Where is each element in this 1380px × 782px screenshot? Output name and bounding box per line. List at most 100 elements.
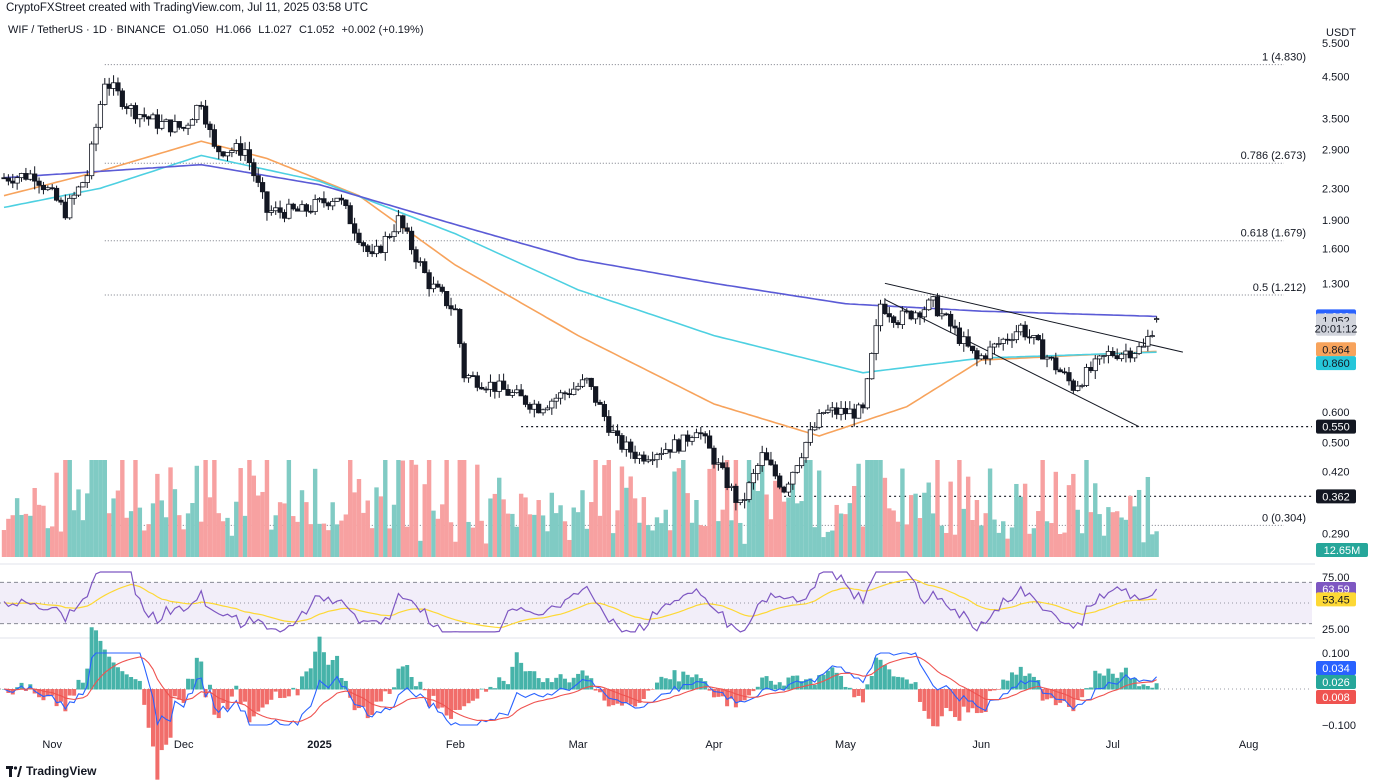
volume-bar — [812, 527, 817, 557]
macd-histogram-bar — [992, 689, 997, 691]
x-tick-label: 2025 — [307, 739, 331, 751]
candle-body — [1145, 336, 1151, 347]
candle-body — [238, 143, 244, 156]
volume-bar — [900, 468, 905, 557]
macd-histogram-bar — [760, 677, 765, 690]
volume-bar — [124, 517, 129, 557]
candle-body — [619, 435, 625, 450]
volume-bar — [413, 464, 419, 557]
candle-body — [1114, 355, 1120, 360]
volume-bar — [852, 485, 857, 557]
volume-bar — [624, 487, 629, 557]
candle-body — [408, 230, 415, 251]
x-tick-label: Nov — [42, 739, 62, 751]
macd-histogram-bar — [155, 689, 160, 780]
macd-histogram-bar — [124, 674, 129, 690]
candle-body — [847, 408, 853, 415]
candle-body — [1026, 336, 1033, 339]
candle-body — [601, 404, 608, 417]
macd-histogram-bar — [1018, 666, 1023, 690]
macd-histogram-bar — [492, 688, 497, 690]
volume-bar — [838, 513, 844, 557]
macd-histogram-bar — [427, 689, 432, 707]
volume-bar — [558, 505, 563, 557]
volume-bar — [882, 477, 888, 557]
volume-bar — [299, 490, 305, 557]
macd-histogram-bar — [1084, 688, 1089, 690]
volume-bar — [220, 521, 226, 557]
macd-histogram-bar — [970, 689, 975, 709]
volume-bar — [391, 504, 397, 557]
candle-body — [794, 465, 800, 473]
candle-body — [855, 404, 862, 419]
candle-body — [343, 199, 349, 207]
macd-histogram-bar — [598, 689, 603, 693]
candle-body — [312, 199, 318, 212]
candle-body — [1140, 345, 1147, 348]
volume-bar — [536, 500, 541, 557]
volume-bar — [295, 521, 300, 557]
volume-bar — [939, 525, 945, 557]
candle-body — [641, 454, 647, 462]
volume-bar — [773, 480, 778, 557]
volume-bar — [1106, 507, 1111, 557]
macd-histogram-bar — [146, 689, 151, 728]
macd-histogram-bar — [834, 672, 839, 690]
macd-histogram-bar — [177, 689, 182, 700]
macd-histogram-bar — [273, 689, 278, 692]
candle-body — [439, 286, 445, 292]
volume-bar — [843, 514, 848, 557]
macd-histogram-bar — [655, 682, 659, 690]
volume-bar — [291, 516, 296, 557]
volume-bar — [150, 503, 156, 557]
candle-body — [636, 454, 643, 459]
volume-bar — [225, 517, 230, 557]
candle-body — [680, 434, 686, 452]
volume-bar — [488, 498, 493, 557]
macd-histogram-bar — [953, 689, 958, 718]
volume-bar — [229, 535, 235, 557]
candle-body — [904, 310, 910, 313]
volume-bar — [54, 472, 59, 557]
candle-body — [650, 459, 656, 462]
volume-bar — [85, 493, 90, 557]
macd-histogram-bar — [523, 671, 528, 690]
volume-bar — [1150, 534, 1155, 557]
volume-bar — [593, 460, 598, 557]
symbol-label[interactable]: WIF / TetherUS · 1D · BINANCE — [8, 24, 166, 36]
candle-body — [229, 150, 235, 153]
volume-bar — [1114, 511, 1120, 557]
candle-body — [952, 325, 958, 329]
volume-bar — [194, 465, 200, 557]
y-tick-label: 1.900 — [1322, 215, 1350, 227]
macd-value-label-bg — [1316, 675, 1356, 689]
macd-histogram-bar — [532, 671, 537, 690]
candle-body — [593, 386, 599, 403]
volume-axis-label: 12.65M — [1324, 545, 1361, 557]
volume-bar — [168, 467, 173, 557]
candle-body — [27, 173, 33, 180]
volume-bar — [751, 478, 756, 557]
macd-histogram-bar — [549, 682, 554, 690]
macd-histogram-bar — [449, 689, 454, 719]
volume-bar — [1066, 485, 1072, 557]
volume-bar — [659, 523, 664, 557]
candle-body — [724, 467, 730, 488]
macd-histogram-bar — [637, 689, 642, 703]
candle-body — [1088, 367, 1094, 372]
candle-body — [781, 486, 787, 493]
volume-bar — [1022, 483, 1028, 557]
macd-histogram-bar — [479, 688, 484, 690]
candle-body — [921, 309, 927, 318]
y-tick-label: 0.600 — [1322, 407, 1350, 419]
volume-bar — [1071, 473, 1076, 557]
macd-histogram-bar — [1023, 675, 1028, 690]
candle-body — [579, 379, 586, 387]
volume-bar — [944, 532, 949, 557]
macd-histogram-bar — [462, 689, 467, 707]
candle-body — [273, 207, 279, 212]
volume-bar — [759, 461, 765, 557]
candle-body — [584, 377, 590, 381]
macd-histogram-bar — [646, 689, 651, 691]
